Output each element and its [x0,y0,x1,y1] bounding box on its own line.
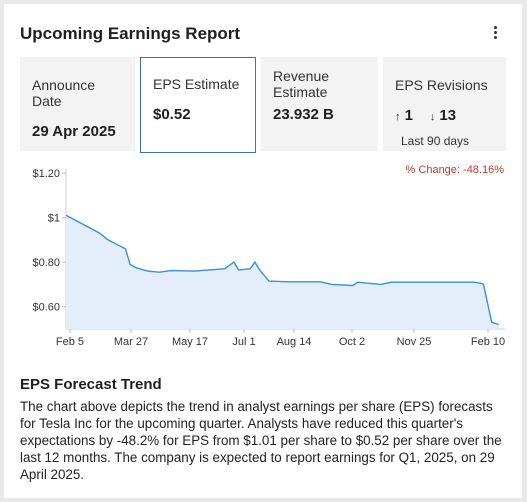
tile-announce-date[interactable]: Announce Date 29 Apr 2025 [20,57,135,151]
tile-eps-estimate[interactable]: EPS Estimate $0.52 [140,57,256,153]
section-description: The chart above depicts the trend in ana… [20,399,502,482]
x-tick-label: Oct 2 [339,336,365,348]
eps-revisions-values: ↑ 1 ↓ 13 [395,107,494,124]
revisions-period: Last 90 days [401,134,470,148]
revenue-estimate-label-1: Revenue [273,68,330,84]
percent-change-label: % Change: -48.16% [405,164,504,176]
eps-revisions-label: EPS Revisions [395,77,488,93]
revisions-up-value: 1 [404,107,414,124]
eps-series-line [65,214,499,326]
x-tick-label: Feb 5 [56,336,84,348]
eps-estimate-value: $0.52 [153,106,191,123]
y-tick-label: $0.60 [32,302,60,314]
arrow-up-icon: ↑ [395,111,401,123]
y-tick-label: $1 [48,213,60,225]
eps-area-fill [66,215,499,329]
tile-eps-revisions[interactable]: EPS Revisions ↑ 1 ↓ 13 Last 90 days [383,57,506,151]
more-options-icon[interactable] [492,24,498,42]
x-tick-label: May 17 [172,336,208,348]
x-tick-label: Aug 14 [277,336,312,348]
announce-date-value: 29 Apr 2025 [32,123,116,140]
revenue-estimate-value: 23.932 B [273,106,334,123]
revisions-down-value: 13 [439,107,457,124]
announce-date-label: Announce Date [32,77,96,109]
revenue-estimate-label-2: Estimate [273,84,328,100]
x-tick-label: Jul 1 [232,336,255,348]
x-tick-label: Feb 10 [471,336,505,348]
card-title: Upcoming Earnings Report [20,24,241,43]
x-tick-label: Nov 25 [397,336,432,348]
y-tick-label: $1.20 [32,168,60,180]
y-tick-label: $0.80 [32,257,60,269]
x-tick-label: Mar 27 [114,336,148,348]
earnings-card: Upcoming Earnings Report Announce Date 2… [4,4,522,498]
arrow-down-icon: ↓ [429,111,436,123]
tile-revenue-estimate[interactable]: Revenue Estimate 23.932 B [261,57,378,151]
section-title: EPS Forecast Trend [20,376,162,393]
summary-tiles: Announce Date 29 Apr 2025 EPS Estimate $… [20,57,506,153]
eps-estimate-label: EPS Estimate [153,76,240,92]
eps-trend-chart: $1.20 $1 $0.80 $0.60 Feb 5 Mar 27 May 17 Jul 1 A… [32,168,505,348]
